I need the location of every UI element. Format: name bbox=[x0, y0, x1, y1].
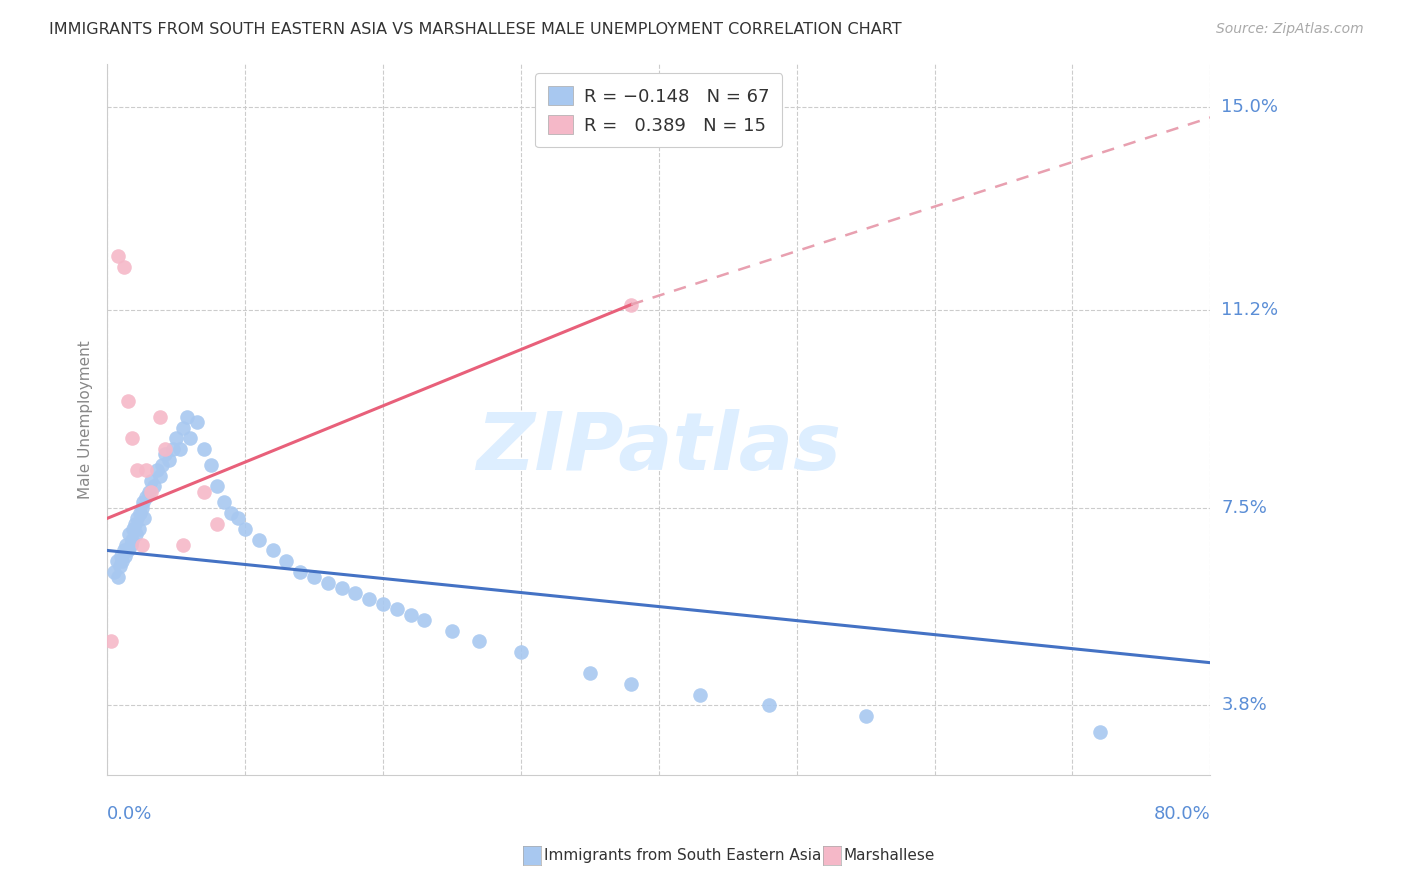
Point bbox=[330, 581, 353, 595]
Point bbox=[131, 538, 153, 552]
Point bbox=[103, 565, 125, 579]
Point bbox=[359, 591, 381, 606]
Point bbox=[135, 490, 157, 504]
Point bbox=[120, 538, 142, 552]
Point bbox=[413, 613, 436, 627]
Point bbox=[344, 586, 367, 600]
Point bbox=[107, 570, 129, 584]
Point bbox=[233, 522, 256, 536]
Point bbox=[110, 549, 132, 563]
Point bbox=[385, 602, 408, 616]
Point bbox=[620, 677, 643, 691]
Point bbox=[129, 506, 152, 520]
Text: Immigrants from South Eastern Asia: Immigrants from South Eastern Asia bbox=[544, 848, 821, 863]
Point bbox=[276, 554, 298, 568]
Point bbox=[117, 543, 139, 558]
Point bbox=[132, 495, 155, 509]
Point bbox=[127, 463, 149, 477]
Point bbox=[399, 607, 422, 622]
Point bbox=[121, 533, 143, 547]
Text: ZIPatlas: ZIPatlas bbox=[477, 409, 841, 487]
Point bbox=[262, 543, 284, 558]
Point bbox=[100, 634, 122, 648]
Point bbox=[117, 393, 139, 408]
Point bbox=[112, 543, 135, 558]
Point bbox=[509, 645, 531, 659]
Point bbox=[226, 511, 249, 525]
Point bbox=[148, 409, 170, 424]
Point bbox=[143, 479, 166, 493]
Point bbox=[200, 458, 222, 472]
Point bbox=[125, 527, 148, 541]
Point bbox=[172, 538, 194, 552]
Point bbox=[371, 597, 394, 611]
Point bbox=[468, 634, 491, 648]
Text: 7.5%: 7.5% bbox=[1222, 499, 1267, 516]
Text: 11.2%: 11.2% bbox=[1222, 301, 1278, 319]
Point bbox=[302, 570, 325, 584]
Point bbox=[150, 458, 173, 472]
Point bbox=[207, 479, 229, 493]
Y-axis label: Male Unemployment: Male Unemployment bbox=[79, 340, 93, 499]
Point bbox=[138, 484, 160, 499]
Point bbox=[316, 575, 339, 590]
Text: 0.0%: 0.0% bbox=[107, 805, 152, 823]
Point bbox=[186, 415, 208, 429]
Point bbox=[146, 463, 169, 477]
Point bbox=[689, 688, 711, 702]
Point bbox=[128, 522, 150, 536]
Point bbox=[214, 495, 236, 509]
Point bbox=[148, 468, 170, 483]
Point bbox=[176, 409, 198, 424]
Point bbox=[193, 442, 215, 456]
Point bbox=[620, 297, 643, 311]
Point bbox=[127, 511, 149, 525]
Point bbox=[162, 442, 184, 456]
Point bbox=[172, 420, 194, 434]
Point bbox=[141, 484, 163, 499]
Point bbox=[758, 698, 780, 713]
Text: 80.0%: 80.0% bbox=[1153, 805, 1211, 823]
Text: 3.8%: 3.8% bbox=[1222, 697, 1267, 714]
Point bbox=[114, 549, 136, 563]
Point bbox=[124, 516, 146, 531]
Point bbox=[157, 452, 180, 467]
Point bbox=[122, 522, 145, 536]
Point bbox=[108, 559, 131, 574]
Point bbox=[111, 554, 134, 568]
Point bbox=[440, 624, 463, 638]
Point bbox=[169, 442, 191, 456]
Point bbox=[107, 250, 129, 264]
Point bbox=[193, 484, 215, 499]
Point bbox=[247, 533, 270, 547]
Point bbox=[121, 431, 143, 445]
Point bbox=[115, 538, 138, 552]
Point bbox=[118, 527, 141, 541]
Point bbox=[141, 474, 163, 488]
Point bbox=[131, 500, 153, 515]
Point bbox=[134, 511, 156, 525]
Legend: R = −0.148   N = 67, R =   0.389   N = 15: R = −0.148 N = 67, R = 0.389 N = 15 bbox=[536, 73, 782, 147]
Text: Source: ZipAtlas.com: Source: ZipAtlas.com bbox=[1216, 22, 1364, 37]
Point bbox=[1088, 725, 1111, 739]
Text: Marshallese: Marshallese bbox=[844, 848, 935, 863]
Point bbox=[153, 447, 176, 461]
Point bbox=[105, 554, 128, 568]
Point bbox=[135, 463, 157, 477]
Text: 15.0%: 15.0% bbox=[1222, 98, 1278, 116]
Point bbox=[112, 260, 135, 275]
Point bbox=[219, 506, 242, 520]
Point bbox=[207, 516, 229, 531]
Text: IMMIGRANTS FROM SOUTH EASTERN ASIA VS MARSHALLESE MALE UNEMPLOYMENT CORRELATION : IMMIGRANTS FROM SOUTH EASTERN ASIA VS MA… bbox=[49, 22, 901, 37]
Point bbox=[855, 709, 877, 723]
Point bbox=[153, 442, 176, 456]
Point bbox=[290, 565, 312, 579]
Point bbox=[179, 431, 201, 445]
Point bbox=[578, 666, 600, 681]
Point bbox=[165, 431, 187, 445]
